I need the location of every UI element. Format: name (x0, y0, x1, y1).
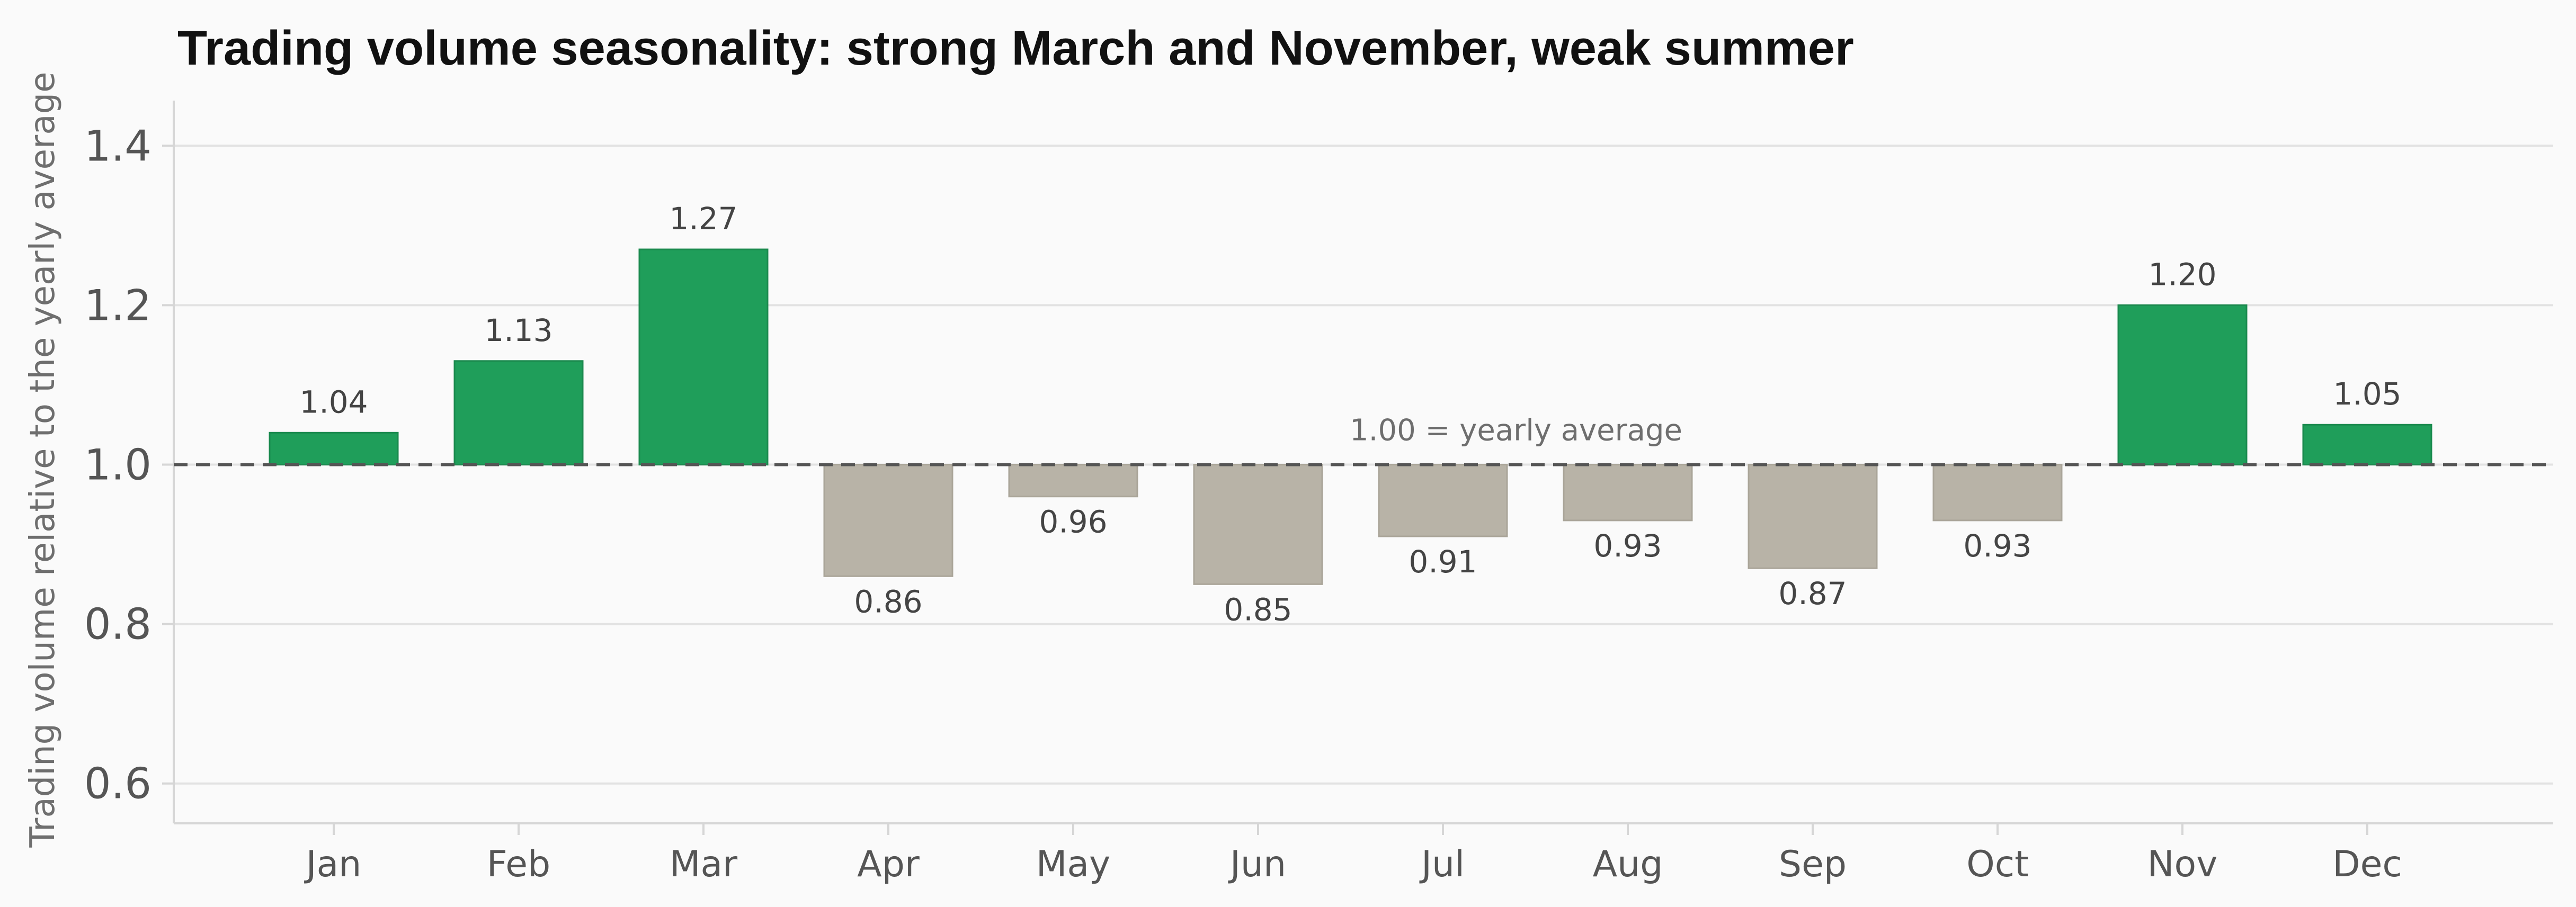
x-tick-label: Dec (2332, 843, 2402, 885)
x-tick-label: Oct (1966, 843, 2029, 885)
y-tick-label: 1.2 (84, 281, 151, 330)
bar-sep (1748, 464, 1878, 569)
value-label: 0.93 (1963, 528, 2031, 564)
bar-nov (2117, 304, 2248, 466)
y-tick-labels: 0.6 0.8 1.0 1.2 1.4 (84, 121, 151, 808)
bar-mar (638, 248, 769, 465)
chart-title: Trading volume seasonality: strong March… (177, 21, 1854, 75)
bar-feb (453, 360, 584, 465)
value-label: 1.04 (299, 384, 368, 420)
x-tick-label: Jan (304, 843, 362, 885)
bar-apr (823, 464, 953, 577)
x-tick-label: Jul (1419, 843, 1465, 885)
x-tick-label: Sep (1779, 843, 1847, 885)
value-labels: 1.04 1.13 1.27 0.86 0.96 0.85 0.91 0.93 0.87 0.93… (299, 201, 2401, 627)
value-label: 0.93 (1593, 528, 1662, 564)
x-tick-label: Nov (2147, 843, 2218, 885)
x-tick-label: Feb (487, 843, 550, 885)
axes (162, 101, 2553, 835)
x-tick-labels: Jan Feb Mar Apr May Jun Jul Aug Sep Oct Nov Dec (304, 843, 2402, 885)
y-axis-label: Trading volume relative to the yearly av… (23, 71, 63, 848)
y-tick-label: 1.0 (84, 441, 151, 490)
value-label: 1.20 (2148, 256, 2216, 292)
bar-aug (1563, 464, 1693, 522)
value-label: 0.85 (1224, 591, 1292, 627)
value-label: 1.05 (2333, 376, 2401, 412)
bar-jun (1193, 464, 1323, 585)
bar-jul (1378, 464, 1508, 537)
value-label: 0.96 (1039, 504, 1107, 540)
x-tick-label: Aug (1593, 843, 1663, 885)
bar-oct (1932, 464, 2063, 522)
bar-may (1008, 464, 1138, 498)
x-tick-label: Jun (1228, 843, 1286, 885)
y-tick-label: 0.6 (84, 759, 151, 809)
y-tick-label: 1.4 (84, 121, 151, 170)
value-label: 0.87 (1778, 576, 1847, 612)
x-tick-label: Mar (670, 843, 737, 885)
value-label: 1.13 (484, 312, 552, 348)
value-label: 1.27 (669, 201, 737, 237)
y-tick-label: 0.8 (84, 600, 151, 649)
x-tick-label: May (1036, 843, 1111, 885)
x-tick-label: Apr (857, 843, 920, 885)
bar-dec (2302, 424, 2432, 466)
value-label: 0.86 (854, 583, 922, 619)
reference-line-group: 1.00 = yearly average (174, 414, 2553, 466)
value-label: 0.91 (1409, 544, 1477, 580)
bar-jan (269, 432, 399, 465)
reference-line-label: 1.00 = yearly average (1350, 414, 1682, 448)
